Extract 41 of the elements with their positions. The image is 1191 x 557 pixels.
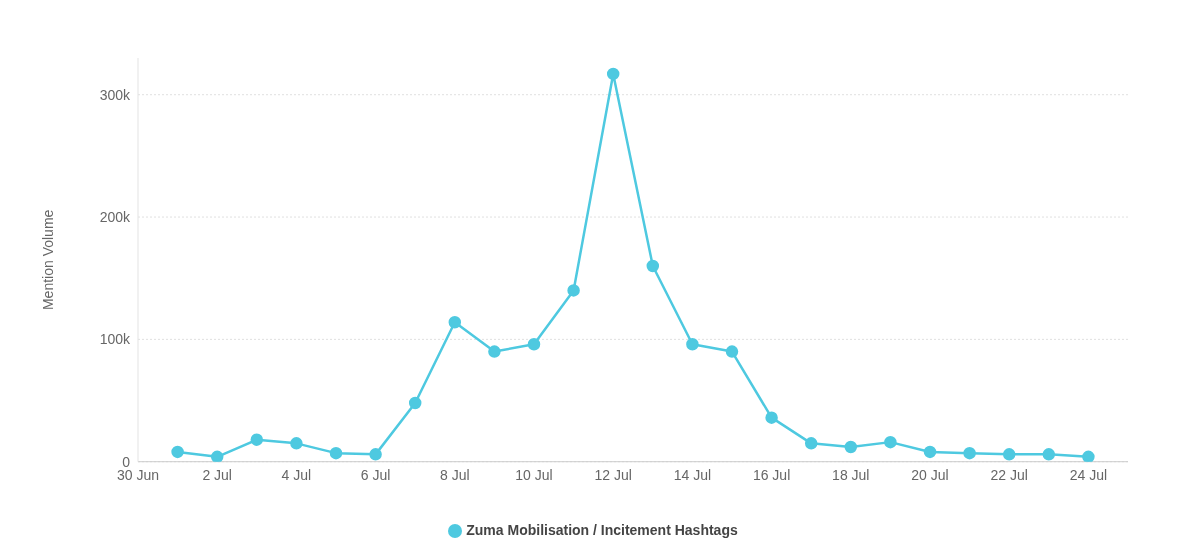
point [448, 315, 462, 329]
x-tick-label: 20 Jul [911, 466, 949, 483]
point [329, 446, 343, 460]
point [488, 345, 501, 358]
legend-label: Zuma Mobilisation / Incitement Hashtags [466, 521, 738, 538]
point [210, 450, 224, 462]
x-tick-label: 22 Jul [990, 466, 1028, 483]
y-tick-label: 100k [99, 331, 131, 348]
x-tick-label: 18 Jul [832, 466, 870, 483]
point [923, 445, 937, 459]
x-tick-label: 12 Jul [594, 466, 632, 483]
point [1042, 448, 1056, 461]
point [408, 396, 422, 410]
point [1082, 450, 1095, 462]
x-tick-label: 24 Jul [1069, 466, 1108, 483]
point [290, 437, 303, 450]
point [250, 433, 264, 446]
point [725, 345, 739, 358]
point [844, 440, 858, 454]
x-tick-label: 2 Jul [202, 466, 232, 483]
x-tick-label: 8 Jul [440, 466, 470, 483]
point [527, 338, 541, 351]
point [884, 435, 897, 449]
point [765, 411, 778, 424]
point [369, 448, 382, 461]
point [171, 445, 184, 459]
x-tick-label: 14 Jul [673, 466, 712, 483]
point [1002, 448, 1016, 461]
y-tick-label: 200k [99, 209, 131, 225]
y-tick-label: 300k [99, 86, 131, 103]
x-tick-label: 10 Jul [515, 466, 553, 483]
point [646, 259, 660, 273]
point [606, 67, 620, 81]
x-tick-label: 4 Jul [281, 466, 312, 483]
point [567, 284, 580, 297]
x-tick-label: 16 Jul [752, 466, 791, 483]
point [804, 437, 818, 450]
x-tick-label: 6 Jul [360, 466, 391, 483]
y-axis-title: Mention Volume [39, 209, 56, 311]
point [963, 446, 976, 460]
point [686, 338, 699, 351]
